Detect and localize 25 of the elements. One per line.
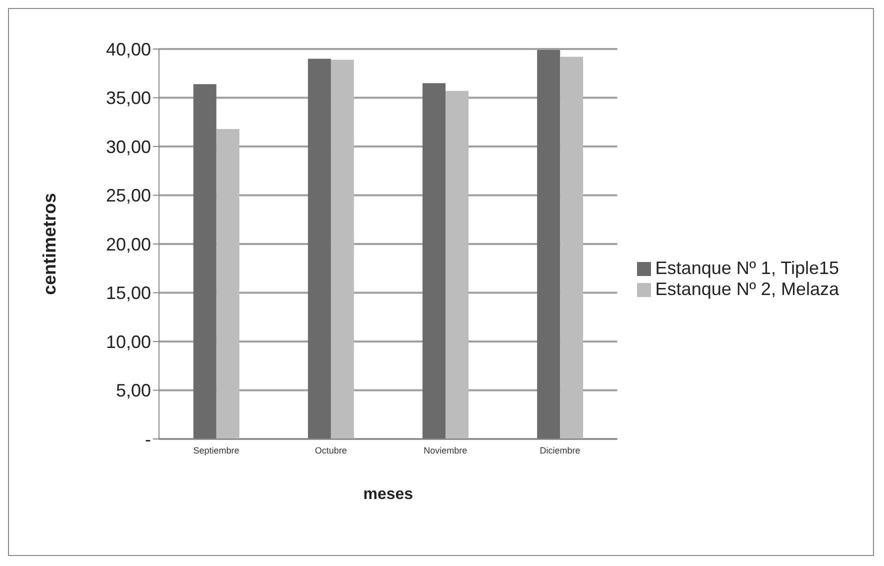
bar <box>193 84 216 439</box>
x-tick-label: Diciembre <box>540 445 580 456</box>
y-tick-label: 20,00 <box>106 234 151 254</box>
y-tick-label: 35,00 <box>106 88 151 108</box>
bar <box>330 60 354 439</box>
x-tick-label: Octubre <box>314 445 347 456</box>
x-axis-title: meses <box>363 486 414 503</box>
bar <box>560 56 584 439</box>
bar <box>308 58 331 439</box>
y-tick-label: - <box>145 429 151 450</box>
legend-label: Estanque Nº 1, Tiple15 <box>655 258 839 278</box>
bar <box>446 90 469 439</box>
y-tick-label: 30,00 <box>106 136 151 157</box>
y-tick-label: 5,00 <box>116 380 151 401</box>
y-tick-label: 10,00 <box>106 332 151 352</box>
y-axis-title: centimetros <box>39 192 60 296</box>
x-tick-label: Septiembre <box>193 445 240 456</box>
bar <box>422 83 446 439</box>
y-tick-label: 40,00 <box>106 39 151 60</box>
bar <box>537 50 560 439</box>
x-tick-label: Noviembre <box>424 445 468 456</box>
y-tick-label: 25,00 <box>106 186 151 206</box>
y-tick-label: 15,00 <box>106 283 151 304</box>
bar <box>216 128 240 439</box>
legend-label: Estanque Nº 2, Melaza <box>655 279 839 299</box>
